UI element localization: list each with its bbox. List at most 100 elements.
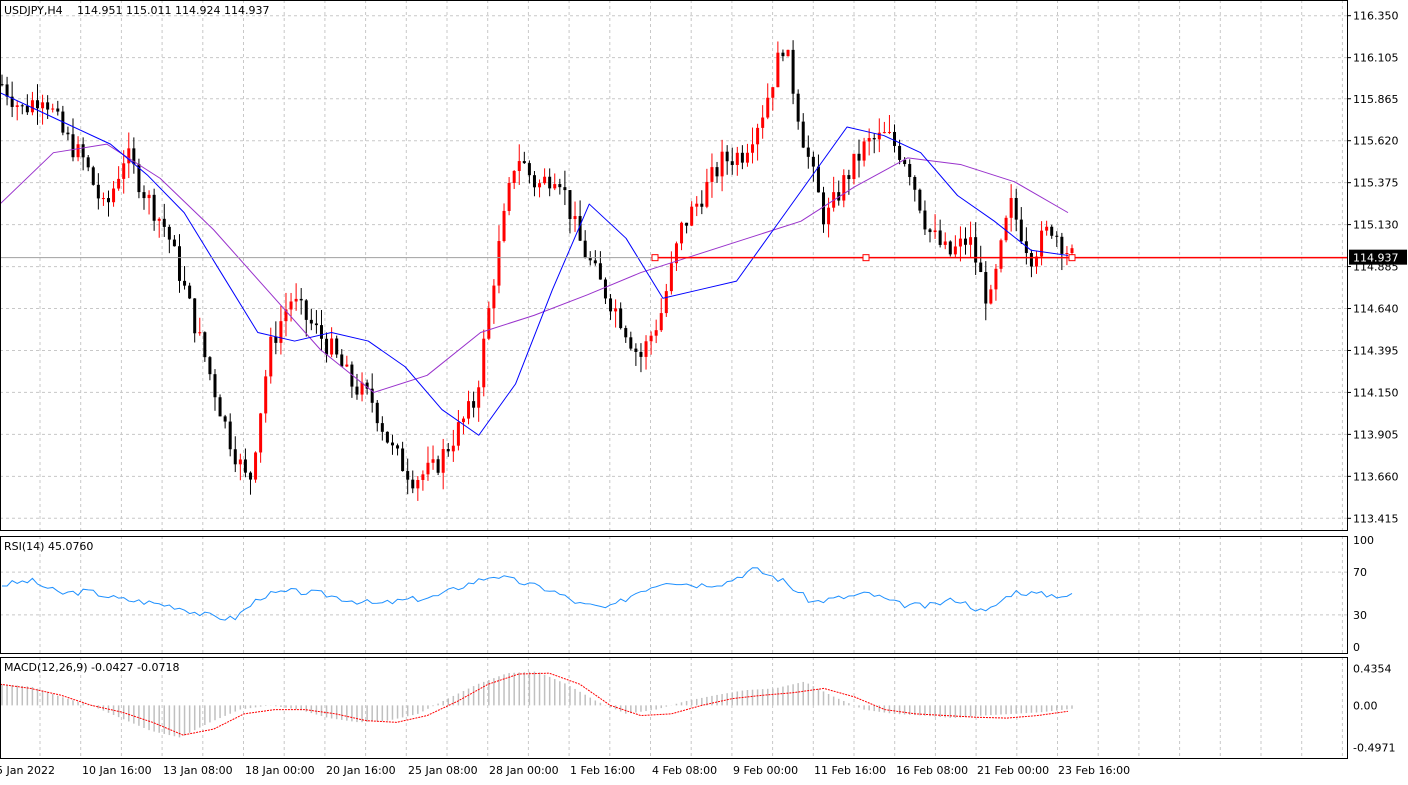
candle-body[interactable] — [319, 325, 323, 339]
candle-body[interactable] — [284, 309, 288, 322]
candle-body[interactable] — [30, 100, 34, 113]
candle-body[interactable] — [183, 280, 187, 286]
candle-body[interactable] — [350, 364, 354, 387]
candle-body[interactable] — [451, 445, 455, 452]
candle-body[interactable] — [385, 431, 389, 443]
candle-body[interactable] — [360, 382, 364, 395]
candle-body[interactable] — [522, 161, 526, 164]
candle-body[interactable] — [76, 144, 80, 158]
candle-body[interactable] — [776, 52, 780, 88]
candle-body[interactable] — [806, 147, 810, 157]
candle-body[interactable] — [614, 308, 618, 312]
candle-body[interactable] — [928, 229, 932, 233]
candle-body[interactable] — [933, 230, 937, 233]
candle-body[interactable] — [872, 138, 876, 140]
candle-body[interactable] — [532, 175, 536, 188]
candle-body[interactable] — [492, 285, 496, 309]
candle-body[interactable] — [979, 262, 983, 273]
candle-body[interactable] — [842, 175, 846, 201]
candle-body[interactable] — [355, 386, 359, 395]
candle-body[interactable] — [243, 459, 247, 473]
level-anchor-point[interactable] — [1068, 254, 1076, 262]
candle-body[interactable] — [867, 138, 871, 142]
candle-body[interactable] — [162, 218, 166, 227]
candle-body[interactable] — [761, 117, 765, 128]
candle-body[interactable] — [147, 194, 151, 199]
candle-body[interactable] — [396, 445, 400, 449]
candle-body[interactable] — [573, 216, 577, 220]
candle-body[interactable] — [644, 341, 648, 357]
candle-body[interactable] — [603, 279, 607, 299]
candle-body[interactable] — [994, 268, 998, 290]
candle-body[interactable] — [502, 210, 506, 242]
candle-body[interactable] — [887, 131, 891, 133]
candle-body[interactable] — [330, 338, 334, 355]
candle-body[interactable] — [801, 121, 805, 148]
candle-body[interactable] — [751, 144, 755, 153]
candle-body[interactable] — [238, 459, 242, 465]
candle-body[interactable] — [654, 330, 658, 336]
candle-body[interactable] — [142, 192, 146, 199]
candle-body[interactable] — [213, 374, 217, 398]
candle-body[interactable] — [649, 335, 653, 342]
candle-body[interactable] — [735, 152, 739, 165]
candle-body[interactable] — [112, 188, 116, 203]
candle-body[interactable] — [264, 376, 268, 414]
candle-body[interactable] — [254, 452, 258, 480]
candle-body[interactable] — [1065, 252, 1069, 254]
candle-body[interactable] — [203, 332, 207, 358]
candle-body[interactable] — [725, 151, 729, 162]
candle-body[interactable] — [756, 127, 760, 145]
candle-body[interactable] — [1009, 197, 1013, 218]
candle-body[interactable] — [467, 401, 471, 419]
candle-body[interactable] — [86, 157, 90, 168]
candle-body[interactable] — [700, 203, 704, 207]
candle-body[interactable] — [1035, 256, 1039, 267]
candle-body[interactable] — [903, 159, 907, 165]
candle-body[interactable] — [441, 449, 445, 473]
candle-body[interactable] — [279, 321, 283, 343]
candle-body[interactable] — [609, 298, 613, 312]
candle-body[interactable] — [294, 298, 298, 302]
candle-body[interactable] — [167, 226, 171, 240]
candle-body[interactable] — [401, 448, 405, 472]
candle-body[interactable] — [811, 156, 815, 167]
candle-body[interactable] — [685, 222, 689, 226]
candle-body[interactable] — [822, 192, 826, 225]
candle-body[interactable] — [664, 291, 668, 314]
candle-body[interactable] — [588, 257, 592, 261]
candle-body[interactable] — [1024, 241, 1028, 254]
candle-body[interactable] — [20, 105, 24, 107]
candle-body[interactable] — [411, 479, 415, 489]
candle-body[interactable] — [568, 190, 572, 220]
candle-body[interactable] — [1055, 235, 1059, 237]
candle-body[interactable] — [527, 163, 531, 176]
candle-body[interactable] — [487, 308, 491, 339]
candle-body[interactable] — [172, 239, 176, 247]
candle-body[interactable] — [10, 96, 14, 107]
candle-body[interactable] — [548, 176, 552, 189]
candle-body[interactable] — [208, 357, 212, 375]
candle-body[interactable] — [446, 449, 450, 452]
candle-body[interactable] — [958, 238, 962, 247]
candle-body[interactable] — [345, 364, 349, 367]
candle-body[interactable] — [1060, 236, 1064, 254]
candle-body[interactable] — [269, 336, 273, 377]
candle-body[interactable] — [436, 459, 440, 473]
rsi-pane[interactable] — [1, 567, 1073, 621]
candle-body[interactable] — [598, 263, 602, 280]
candle-body[interactable] — [56, 108, 60, 112]
candle-body[interactable] — [289, 301, 293, 310]
candle-body[interactable] — [964, 238, 968, 245]
price-pane[interactable] — [0, 40, 1347, 501]
candle-body[interactable] — [583, 240, 587, 258]
candle-body[interactable] — [299, 298, 303, 301]
candle-body[interactable] — [882, 132, 886, 134]
candle-body[interactable] — [1029, 253, 1033, 267]
candle-body[interactable] — [152, 194, 156, 221]
candle-body[interactable] — [25, 105, 29, 113]
candle-body[interactable] — [517, 161, 521, 171]
level-anchor-point[interactable] — [862, 254, 870, 262]
candle-body[interactable] — [101, 198, 105, 200]
